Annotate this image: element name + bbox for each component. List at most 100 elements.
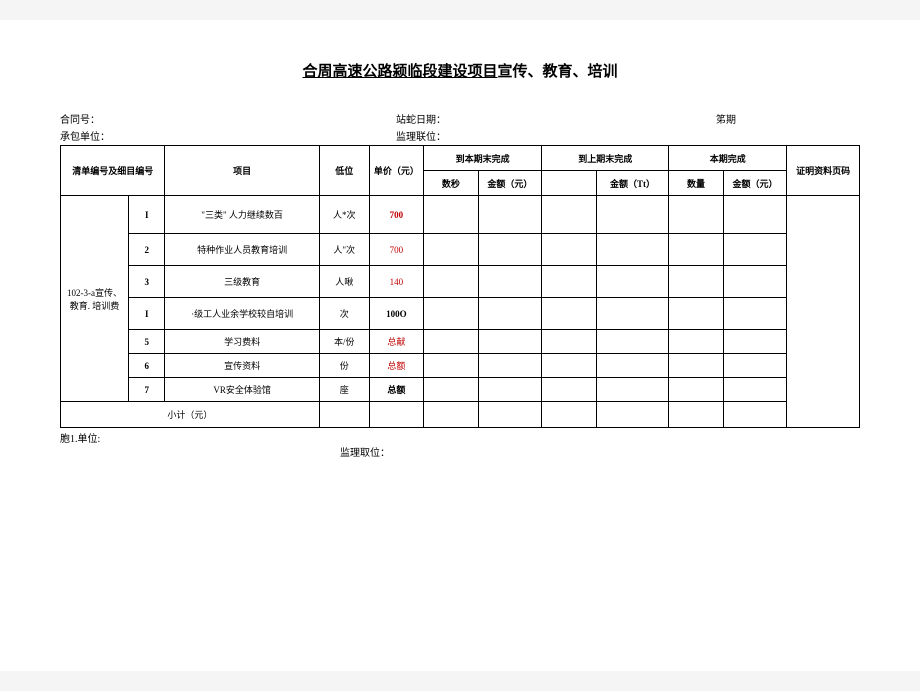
cell	[424, 354, 478, 378]
contract-no-label: 合同号：	[60, 111, 396, 126]
table-row: 7 VR安全体验馆 座 总额	[61, 378, 860, 402]
price-cell: 总额	[369, 378, 423, 402]
seq-cell: 3	[129, 266, 165, 298]
hdr-unit: 低位	[319, 146, 369, 196]
table-body: 102-3-a宣传、教育. 培训费 I "三类" 人力继续数百 人*次 700 …	[61, 196, 860, 428]
footer-row: 胞1.单位: 监理取位：	[60, 430, 860, 459]
table-row: I ·级工人业余学校较自培训 次 100O	[61, 298, 860, 330]
cell	[542, 266, 596, 298]
cell	[542, 378, 596, 402]
cell	[596, 354, 669, 378]
cell	[542, 402, 596, 428]
title-underlined: 合周高速公路颍临段建设项目	[302, 64, 497, 80]
seq-cell: 5	[129, 330, 165, 354]
cell	[478, 196, 542, 234]
cell	[424, 330, 478, 354]
price-cell: 700	[369, 234, 423, 266]
cell	[542, 298, 596, 330]
hdr-evidence: 证明资料页码	[787, 146, 860, 196]
cell	[669, 402, 723, 428]
meta-row-1: 合同号： 站蛇日期： 笫期	[60, 111, 860, 126]
period-label: 笫期	[716, 111, 860, 126]
cell	[596, 330, 669, 354]
item-cell: 学习费料	[165, 330, 319, 354]
unit-cell: 人"次	[319, 234, 369, 266]
cell	[669, 378, 723, 402]
cell	[596, 378, 669, 402]
meta-row-2: 承包单位： 监理联位：	[60, 128, 860, 143]
hdr-qty2	[542, 171, 596, 196]
hdr-amt3: 金额（元）	[723, 171, 787, 196]
cell	[723, 402, 787, 428]
footer-left: 胞1.单位:	[60, 430, 340, 459]
hdr-qty3: 数量	[669, 171, 723, 196]
hdr-prev: 到上期末完成	[542, 146, 669, 171]
evidence-cell	[787, 196, 860, 428]
seq-cell: 7	[129, 378, 165, 402]
hdr-this: 本期完成	[669, 146, 787, 171]
cell	[478, 298, 542, 330]
hdr-cur: 到本期末完成	[424, 146, 542, 171]
table-row: 3 三级教育 人啾 140	[61, 266, 860, 298]
item-cell: "三类" 人力继续数百	[165, 196, 319, 234]
cell	[669, 196, 723, 234]
cell	[669, 234, 723, 266]
unit-cell: 人*次	[319, 196, 369, 234]
cell	[478, 266, 542, 298]
table-row: 5 学习费料 本/份 总献	[61, 330, 860, 354]
item-cell: 特种作业人员教育培训	[165, 234, 319, 266]
table-row: 102-3-a宣传、教育. 培训费 I "三类" 人力继续数百 人*次 700	[61, 196, 860, 234]
seq-cell: 2	[129, 234, 165, 266]
cell	[424, 196, 478, 234]
cell	[669, 354, 723, 378]
cell	[369, 402, 423, 428]
cell	[424, 378, 478, 402]
cell	[478, 330, 542, 354]
price-cell: 100O	[369, 298, 423, 330]
cell	[424, 266, 478, 298]
cell	[669, 298, 723, 330]
document-page: 合周高速公路颍临段建设项目宣传、教育、培训 合同号： 站蛇日期： 笫期 承包单位…	[0, 20, 920, 671]
fill-date-label: 站蛇日期：	[396, 111, 716, 126]
seq-cell: 6	[129, 354, 165, 378]
subtotal-row: 小计（元）	[61, 402, 860, 428]
item-cell: 宣传资料	[165, 354, 319, 378]
cell	[723, 354, 787, 378]
cell	[542, 234, 596, 266]
unit-cell: 本/份	[319, 330, 369, 354]
item-cell: VR安全体验馆	[165, 378, 319, 402]
cell	[319, 402, 369, 428]
hdr-item: 项目	[165, 146, 319, 196]
cell	[723, 196, 787, 234]
price-cell: 总额	[369, 354, 423, 378]
group-code-cell: 102-3-a宣传、教育. 培训费	[61, 196, 129, 402]
cell	[723, 298, 787, 330]
seq-cell: I	[129, 298, 165, 330]
cell	[424, 402, 478, 428]
contractor-label: 承包单位：	[60, 128, 396, 143]
cell	[596, 234, 669, 266]
cell	[424, 298, 478, 330]
cell	[478, 354, 542, 378]
item-cell: 三级教育	[165, 266, 319, 298]
cell	[669, 266, 723, 298]
seq-cell: I	[129, 196, 165, 234]
price-cell: 总献	[369, 330, 423, 354]
table-row: 2 特种作业人员教育培训 人"次 700	[61, 234, 860, 266]
price-cell: 140	[369, 266, 423, 298]
cell	[542, 354, 596, 378]
cell	[723, 266, 787, 298]
cell	[542, 196, 596, 234]
table-row: 6 宣传资料 份 总额	[61, 354, 860, 378]
price-cell: 700	[369, 196, 423, 234]
cell	[596, 196, 669, 234]
supervisor-label: 监理联位：	[396, 128, 716, 143]
cell	[596, 298, 669, 330]
title-suffix: 宣传、教育、培训	[498, 64, 618, 80]
subtotal-label: 小计（元）	[61, 402, 320, 428]
unit-cell: 人啾	[319, 266, 369, 298]
cell	[723, 378, 787, 402]
main-table: 清单编号及细目编号 项目 低位 单价（元） 到本期末完成 到上期末完成 本期完成…	[60, 145, 860, 428]
cell	[478, 234, 542, 266]
page-title: 合周高速公路颍临段建设项目宣传、教育、培训	[60, 60, 860, 81]
